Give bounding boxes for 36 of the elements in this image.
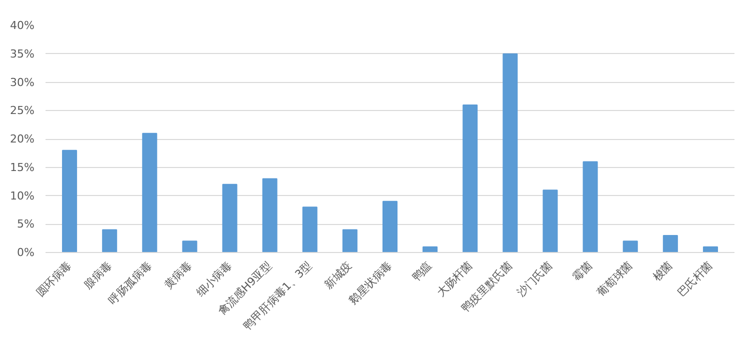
x-tick-label: 葡萄球菌 bbox=[594, 258, 635, 300]
bar bbox=[62, 150, 78, 252]
y-tick-label: 40% bbox=[10, 19, 35, 32]
x-tick-label: 霉菌 bbox=[570, 258, 595, 284]
bar bbox=[342, 229, 358, 252]
x-tick-label: 新城疫 bbox=[322, 258, 355, 292]
bar bbox=[422, 246, 438, 252]
bar bbox=[262, 178, 278, 252]
y-tick-label: 0% bbox=[17, 246, 34, 259]
x-tick-label: 鸭瘟 bbox=[410, 258, 435, 284]
x-tick-label: 腺病毒 bbox=[82, 258, 114, 292]
y-tick-label: 15% bbox=[10, 160, 35, 174]
bar bbox=[702, 246, 718, 252]
bar bbox=[302, 206, 318, 252]
bar bbox=[102, 229, 118, 252]
y-tick-label: 30% bbox=[10, 76, 35, 89]
x-tick-label: 梭菌 bbox=[650, 258, 676, 284]
x-tick-label: 圆环病毒 bbox=[34, 258, 74, 300]
bar bbox=[222, 184, 238, 252]
bar bbox=[382, 200, 398, 252]
x-tick-label: 黄病毒 bbox=[162, 258, 194, 292]
bar bbox=[502, 53, 518, 252]
x-tick-label: 沙门氏菌 bbox=[514, 258, 555, 300]
bar bbox=[182, 240, 198, 252]
y-tick-label: 35% bbox=[10, 47, 35, 60]
bar bbox=[542, 190, 558, 252]
bar bbox=[142, 132, 158, 252]
y-tick-label: 20% bbox=[10, 132, 35, 146]
y-tick-label: 5% bbox=[17, 218, 34, 231]
bar bbox=[462, 104, 478, 252]
x-tick-label: 巴氏杆菌 bbox=[674, 258, 716, 300]
y-tick-label: 25% bbox=[10, 104, 35, 118]
bar bbox=[662, 234, 678, 252]
y-tick-label: 10% bbox=[10, 189, 35, 202]
bar bbox=[622, 240, 638, 252]
bar bbox=[582, 161, 598, 252]
